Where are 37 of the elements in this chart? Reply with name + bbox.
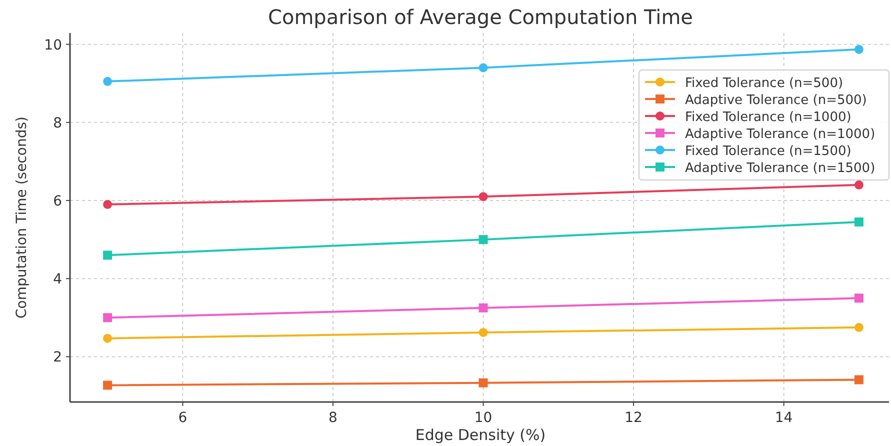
point [478,235,488,244]
x-tick-label: 14 [774,410,793,426]
y-tick-label: 4 [53,272,62,288]
y-axis-title: Computation Time (seconds) [14,116,30,318]
legend-label: Fixed Tolerance (n=1500) [685,144,852,159]
point [854,322,864,332]
x-axis-title: Edge Density (%) [415,426,546,444]
legend-label: Adaptive Tolerance (n=1000) [685,127,876,142]
point [854,217,864,226]
point [103,200,112,209]
point [854,375,864,384]
y-tick-label: 8 [53,115,62,132]
point [103,313,112,322]
point [478,328,488,337]
legend-label: Fixed Tolerance (n=500) [685,76,844,91]
point [854,180,864,190]
point [103,334,112,343]
legend-label: Adaptive Tolerance (n=500) [685,93,867,108]
x-tick-label: 10 [474,410,492,426]
x-tick-label: 12 [624,410,642,426]
point [478,63,488,72]
legend-label: Adaptive Tolerance (n=1500) [685,161,876,176]
chart-title: Comparison of Average Computation Time [268,5,693,29]
x-tick-label: 8 [328,410,338,426]
point [478,378,488,388]
point [478,192,488,202]
point [103,380,112,390]
point [103,76,112,86]
y-tick-label: 10 [44,37,62,54]
point [103,250,112,260]
point [478,303,488,312]
point [854,294,864,303]
point [854,44,864,54]
y-tick-label: 6 [53,194,62,210]
x-tick-label: 6 [178,410,188,426]
y-tick-label: 2 [53,350,62,366]
legend-label: Fixed Tolerance (n=1000) [685,110,852,125]
